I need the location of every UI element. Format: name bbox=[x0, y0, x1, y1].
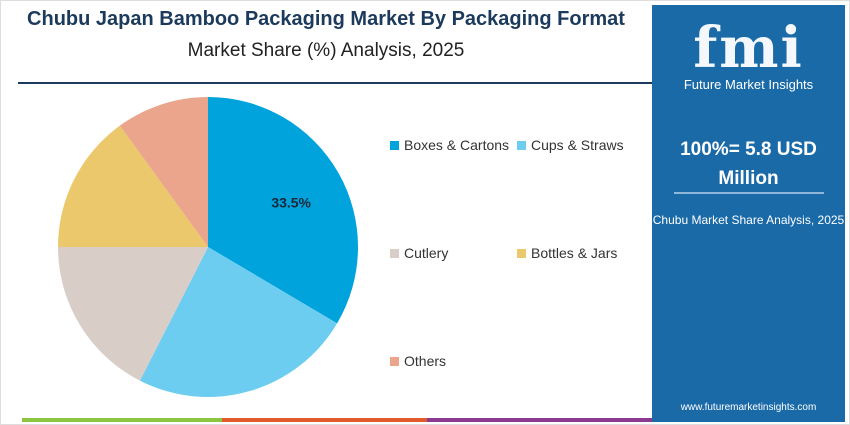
legend-swatch bbox=[517, 140, 526, 150]
data-label: 33.5% bbox=[271, 194, 311, 210]
footer-bar-green bbox=[22, 418, 222, 422]
legend-swatch bbox=[517, 248, 526, 258]
chart-subtitle: Market Share (%) Analysis, 2025 bbox=[187, 40, 465, 61]
pie-slice-cups-straws bbox=[139, 247, 338, 397]
legend-label: Others bbox=[404, 353, 447, 369]
market-total: 100%= 5.8 USD Million bbox=[680, 139, 817, 189]
pie-chart: 33.5% bbox=[57, 97, 358, 397]
legend-swatch bbox=[390, 248, 399, 258]
legend-label: Cutlery bbox=[404, 245, 449, 261]
legend-item: Others bbox=[390, 353, 446, 369]
footer-bar-purple bbox=[427, 418, 652, 422]
legend-swatch bbox=[390, 140, 399, 150]
fmi-logo: fmi bbox=[693, 15, 804, 81]
panel-caption: Chubu Market Share Analysis, 2025 bbox=[652, 213, 845, 227]
legend-label: Bottles & Jars bbox=[531, 245, 618, 261]
pie-slice-boxes-cartons bbox=[208, 97, 358, 324]
legend-item: Bottles & Jars bbox=[517, 245, 617, 261]
title-divider bbox=[18, 82, 652, 84]
legend-item: Cutlery bbox=[390, 245, 448, 261]
chart-title: Chubu Japan Bamboo Packaging Market By P… bbox=[27, 8, 625, 30]
legend-label: Cups & Straws bbox=[531, 137, 624, 153]
panel-divider bbox=[674, 192, 824, 194]
legend-label: Boxes & Cartons bbox=[404, 137, 510, 153]
pie-slice-others bbox=[119, 97, 208, 247]
footer-bar-orange bbox=[222, 418, 427, 422]
logo-subtitle: Future Market Insights bbox=[683, 77, 814, 92]
pie-slice-bottles-jars bbox=[58, 125, 208, 247]
legend-swatch bbox=[390, 356, 399, 366]
info-panel: fmi Future Market Insights 100%= 5.8 USD… bbox=[652, 5, 845, 422]
legend-item: Cups & Straws bbox=[517, 137, 624, 153]
website-link[interactable]: www.futuremarketinsights.com bbox=[680, 402, 817, 413]
pie-slice-cutlery bbox=[57, 247, 208, 381]
legend-item: Boxes & Cartons bbox=[390, 137, 509, 153]
